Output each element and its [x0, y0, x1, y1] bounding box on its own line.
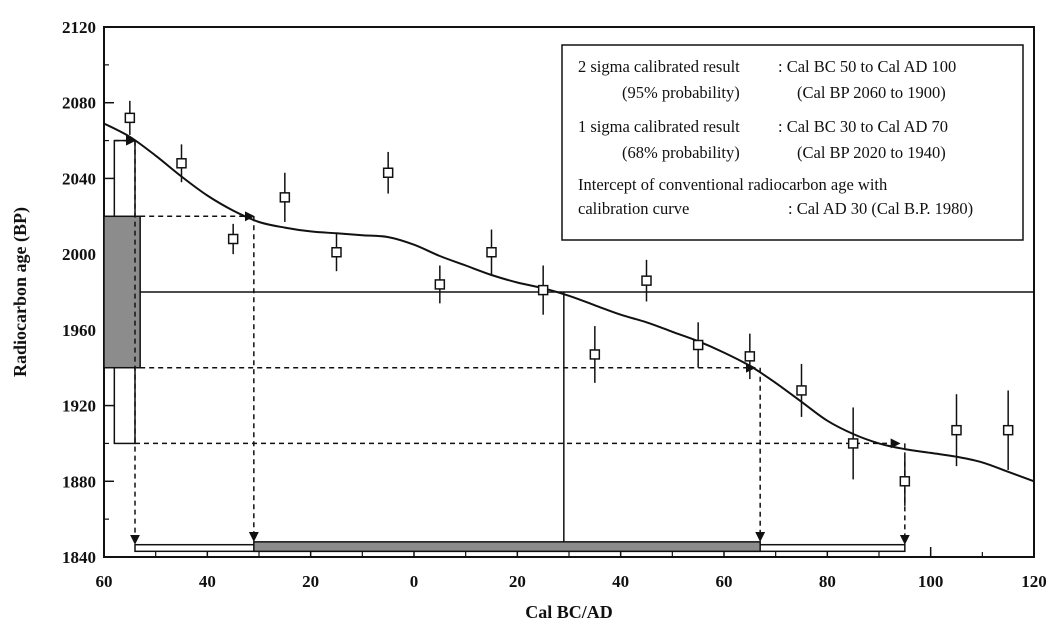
y-tick-label: 2080 — [62, 94, 96, 113]
x-tick-label: 0 — [410, 572, 419, 591]
y-tick-label: 1920 — [62, 397, 96, 416]
data-point — [1002, 424, 1014, 436]
legend-box — [561, 44, 1024, 241]
legend-line5: Intercept of conventional radiocarbon ag… — [578, 175, 888, 194]
data-point — [537, 284, 549, 296]
data-point — [899, 476, 911, 487]
x-tick-label: 60 — [96, 572, 113, 591]
legend-line1-right: : Cal BC 50 to Cal AD 100 — [778, 57, 956, 76]
data-point — [124, 112, 136, 124]
legend-line4-right: (Cal BP 2020 to 1940) — [797, 143, 946, 162]
data-point — [951, 424, 962, 436]
legend-line6-right: : Cal AD 30 (Cal B.P. 1980) — [788, 199, 973, 218]
data-point — [227, 233, 239, 245]
y-tick-label: 1960 — [62, 321, 96, 340]
data-point — [434, 279, 446, 290]
y-tick-label: 1840 — [62, 548, 96, 567]
legend: 2 sigma calibrated result : Cal BC 50 to… — [561, 44, 1024, 241]
data-point — [847, 438, 859, 449]
data-point — [176, 158, 187, 169]
x-tick-label: 40 — [199, 572, 216, 591]
axis-tick-labels: 60 40 20 0 20 40 60 80 100 1201840188019201960200… — [62, 18, 1047, 591]
legend-line3-left: 1 sigma calibrated result — [578, 117, 740, 136]
x-tick-label: 40 — [612, 572, 629, 591]
calibration-curve-layer — [103, 122, 1035, 483]
sigma-guides — [103, 135, 1034, 553]
data-point — [279, 192, 291, 203]
x-tick-label: 120 — [1021, 572, 1047, 591]
data-point — [744, 351, 756, 362]
sigma1-cal-bar — [253, 541, 761, 553]
calibration-curve — [103, 122, 1035, 483]
data-point — [796, 385, 807, 396]
y-tick-label: 1880 — [62, 472, 96, 491]
x-tick-label: 20 — [509, 572, 526, 591]
y-tick-label: 2040 — [62, 169, 96, 188]
legend-line4-left: (68% probability) — [622, 143, 740, 162]
data-point — [382, 167, 394, 178]
x-tick-label: 100 — [918, 572, 944, 591]
data-points-layer — [124, 100, 1014, 506]
data-point — [486, 247, 497, 258]
y-tick-label: 2120 — [62, 18, 96, 37]
data-point — [692, 339, 704, 351]
legend-line1-left: 2 sigma calibrated result — [578, 57, 740, 76]
y-axis-title: Radiocarbon age (BP) — [10, 207, 31, 377]
sigma1-age-bar — [103, 215, 141, 369]
y-tick-label: 2000 — [62, 245, 96, 264]
x-tick-label: 20 — [302, 572, 319, 591]
legend-line2-right: (Cal BP 2060 to 1900) — [797, 83, 946, 102]
legend-line6-left: calibration curve — [578, 199, 689, 218]
data-point — [641, 275, 652, 286]
x-tick-label: 80 — [819, 572, 836, 591]
x-tick-label: 60 — [716, 572, 733, 591]
data-point — [331, 247, 342, 258]
legend-line2-left: (95% probability) — [622, 83, 740, 102]
legend-line3-right: : Cal BC 30 to Cal AD 70 — [778, 117, 948, 136]
data-point — [589, 349, 601, 360]
x-axis-title: Cal BC/AD — [525, 602, 613, 622]
